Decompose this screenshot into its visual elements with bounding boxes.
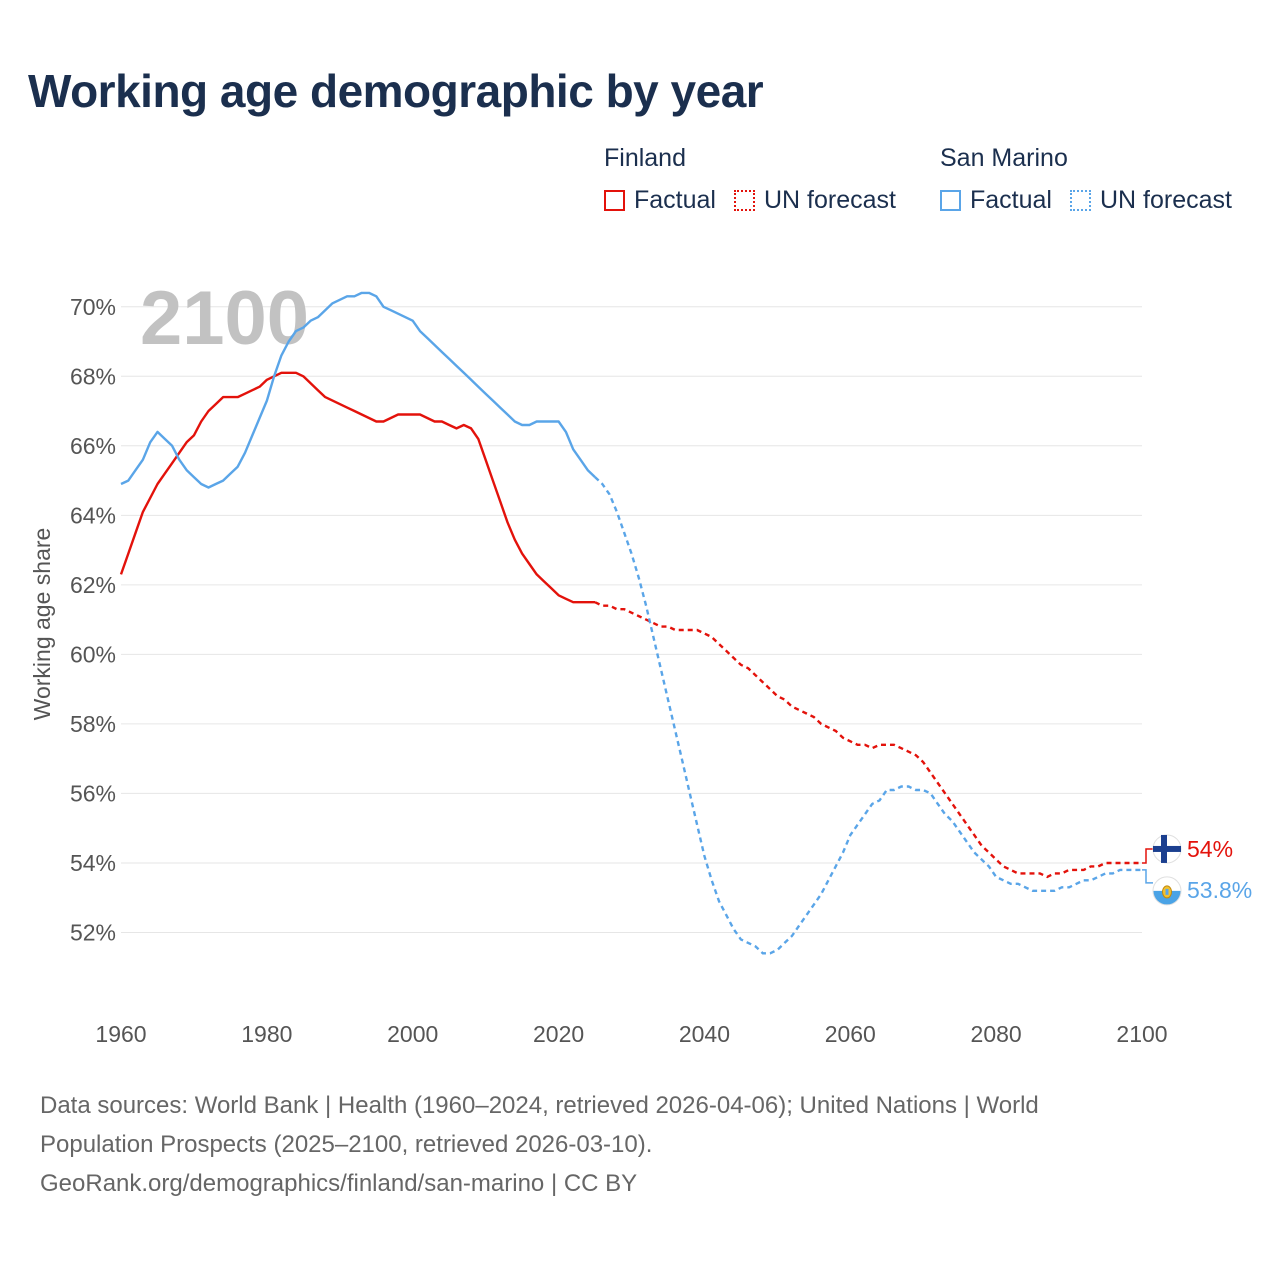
series-lines (119, 291, 1142, 955)
x-tick-label: 2040 (679, 1021, 730, 1047)
x-tick-label: 2000 (387, 1021, 438, 1047)
legend-label: UN forecast (763, 186, 896, 214)
source-note: Data sources: World Bank | Health (1960–… (40, 1086, 1220, 1203)
legend-swatch-solid (604, 190, 625, 211)
san-marino-flag-icon (1152, 876, 1182, 906)
finland-flag-icon (1152, 834, 1182, 864)
gridlines (121, 306, 1142, 933)
legend-item-finland-forecast[interactable]: UN forecast (733, 186, 896, 215)
finland-forecast-line (594, 601, 1142, 879)
finland-end-value-label: 54% (1187, 836, 1233, 862)
y-tick-label: 66% (70, 433, 116, 459)
san-marino-factual-line (120, 291, 596, 489)
legend-swatch-dotted (1069, 190, 1091, 211)
legend-swatch-solid (940, 190, 961, 211)
san-marino-end-value-label: 53.8% (1187, 877, 1252, 903)
x-tick-label: 2080 (971, 1021, 1022, 1047)
legend-label: UN forecast (1099, 186, 1232, 214)
y-tick-label: 56% (70, 780, 116, 806)
finland-factual-line (119, 371, 595, 604)
x-tick-label: 2020 (533, 1021, 584, 1047)
source-line: Data sources: World Bank | Health (1960–… (40, 1092, 1039, 1119)
y-tick-label: 70% (70, 294, 116, 320)
finland-end-connector (1142, 848, 1153, 864)
current-year-watermark: 2100 (140, 276, 309, 361)
end-markers: 54% 53.8% (1142, 834, 1252, 906)
legend-group-san-marino: San Marino Factual UN forecast (940, 144, 1232, 215)
legend-item-san-marino-factual[interactable]: Factual (940, 186, 1052, 215)
source-line: Population Prospects (2025–2100, retriev… (40, 1131, 653, 1158)
x-tick-label: 1960 (95, 1021, 146, 1047)
x-tick-label: 1980 (241, 1021, 292, 1047)
x-tick-label: 2060 (825, 1021, 876, 1047)
y-tick-label: 52% (70, 919, 116, 945)
y-axis: 52% 54% 56% 58% 60% 62% 64% 66% 68% 70% (70, 294, 116, 946)
y-tick-label: 62% (70, 572, 116, 598)
legend-label: Factual (634, 186, 716, 214)
chart-title: Working age demographic by year (28, 65, 764, 117)
legend-country-finland: Finland (604, 144, 686, 172)
legend-label: Factual (970, 186, 1052, 214)
legend-item-san-marino-forecast[interactable]: UN forecast (1069, 186, 1232, 215)
x-tick-label: 2100 (1116, 1021, 1167, 1047)
line-chart: 2100 52% 54% 56% 58% 60% 62% 64% 66% 68% 70% 1960… (29, 276, 1252, 1047)
x-axis: 1960 1980 2000 2020 2040 2060 2080 2100 (95, 1021, 1167, 1047)
y-tick-label: 58% (70, 711, 116, 737)
legend-swatch-dotted (733, 190, 755, 211)
source-link-line[interactable]: GeoRank.org/demographics/finland/san-mar… (40, 1170, 638, 1197)
y-tick-label: 54% (70, 850, 116, 876)
y-tick-label: 64% (70, 502, 116, 528)
legend-group-finland: Finland Factual UN forecast (604, 144, 914, 215)
san-marino-end-connector (1142, 869, 1153, 884)
y-tick-label: 68% (70, 363, 116, 389)
y-tick-label: 60% (70, 641, 116, 667)
legend-country-san-marino: San Marino (940, 144, 1068, 172)
san-marino-forecast-line (594, 476, 1142, 955)
y-axis-label: Working age share (29, 528, 55, 721)
legend-item-finland-factual[interactable]: Factual (604, 186, 716, 215)
